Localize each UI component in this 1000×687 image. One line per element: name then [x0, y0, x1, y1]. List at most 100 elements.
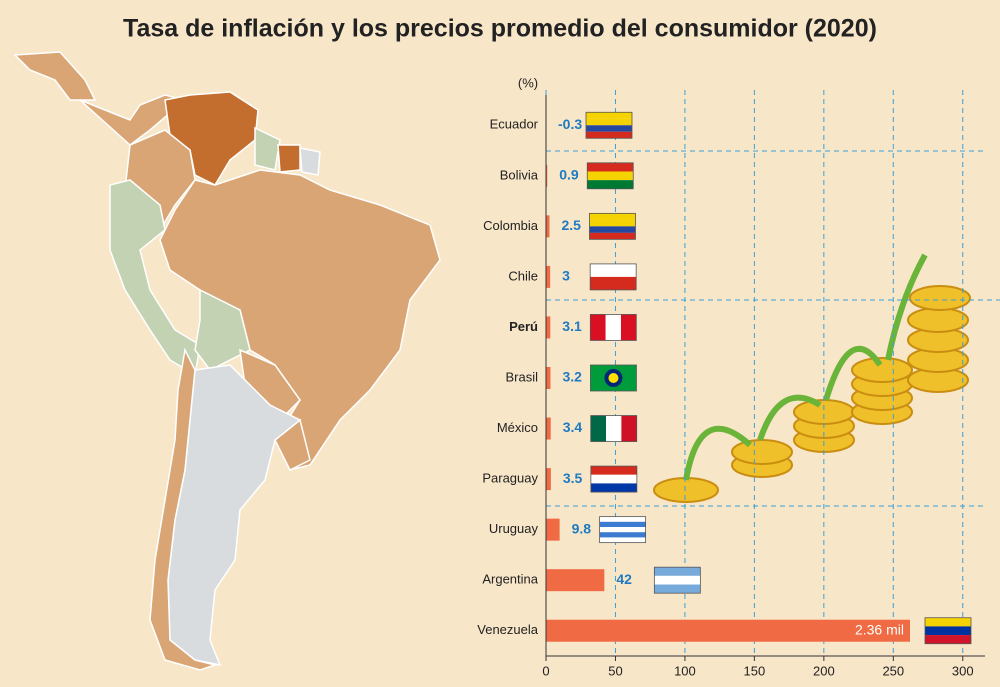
row-separators	[546, 150, 1000, 507]
value-label: 3.5	[563, 470, 583, 486]
flag-stripe	[586, 125, 632, 132]
flag-stripe	[586, 131, 632, 139]
flag-border	[589, 212, 636, 240]
flag-stripe	[586, 118, 632, 126]
flag-icon	[590, 415, 638, 442]
flag-stripe	[599, 527, 646, 533]
bar	[546, 316, 551, 339]
flag-stripe	[590, 483, 637, 493]
value-label: 3.4	[563, 419, 583, 435]
flag-stripe	[587, 171, 634, 181]
value-label: 2.5	[561, 217, 581, 233]
value-label: 42	[616, 571, 632, 587]
flag-stripe	[590, 263, 637, 277]
flag-stripe	[606, 415, 622, 442]
flag-stripe	[590, 314, 606, 341]
x-tick-label: 200	[813, 663, 835, 678]
chart-title: Tasa de inflación y los precios promedio…	[123, 15, 877, 43]
flag-stripe	[590, 474, 637, 484]
flag-stripe	[590, 276, 637, 290]
flag-stripe	[589, 213, 636, 220]
flag-stripe	[654, 584, 701, 594]
flag-border	[924, 617, 972, 645]
flag-border	[590, 415, 638, 442]
flag-stripe	[586, 112, 632, 119]
value-label: 3	[562, 268, 570, 284]
value-label: 3.1	[562, 318, 582, 334]
flag-icon	[924, 617, 972, 645]
y-tick-label: Uruguay	[489, 521, 539, 536]
flag-stripe	[599, 532, 646, 538]
y-tick-label: Bolivia	[500, 167, 539, 182]
flag-icon	[589, 314, 637, 341]
y-tick-label: Paraguay	[482, 471, 538, 486]
flag-stripe	[590, 415, 607, 442]
axis-label: (%)	[518, 75, 538, 90]
x-tick-label: 250	[882, 663, 904, 678]
y-tick-label: Brasil	[505, 369, 538, 384]
flag-icon	[590, 465, 638, 493]
x-tick-label: 0	[542, 663, 549, 678]
bar	[546, 265, 551, 288]
flag-border	[586, 162, 634, 190]
map	[13, 51, 441, 671]
flag-stripe	[589, 232, 636, 240]
flag-stripe	[587, 162, 634, 172]
flag-stripe	[605, 314, 621, 341]
flag-stripe	[587, 180, 634, 189]
bar	[546, 417, 551, 440]
flag-stripe	[599, 521, 646, 528]
bar	[546, 569, 605, 592]
flag-border	[590, 465, 638, 493]
x-tick-label: 300	[952, 663, 974, 678]
bar	[546, 164, 548, 187]
value-label: 2.36 mil	[855, 621, 904, 637]
flag-stripe	[925, 626, 971, 636]
flag-icon	[585, 111, 633, 139]
flag-icon	[589, 263, 637, 291]
bars	[545, 114, 910, 642]
y-tick-label: México	[497, 420, 538, 435]
flag-stripe	[925, 635, 971, 644]
flag-icon	[590, 364, 637, 392]
flag-border	[599, 516, 647, 544]
flag-icon	[589, 212, 636, 240]
bar	[546, 619, 910, 642]
flag-icon	[599, 516, 647, 544]
value-label: 9.8	[572, 520, 592, 536]
x-tick-label: 150	[744, 663, 766, 678]
y-tick-label: Ecuador	[490, 117, 539, 132]
flag-stripe	[621, 415, 637, 442]
flag-border	[589, 263, 637, 291]
y-tick-label: Perú	[509, 319, 538, 334]
flag-stripe	[589, 226, 636, 233]
flag-stripe	[590, 466, 637, 475]
value-label: 3.2	[562, 369, 582, 385]
value-label: 0.9	[559, 167, 579, 183]
flag-stripe	[589, 219, 636, 227]
flag-stripe	[654, 567, 701, 576]
bar	[546, 468, 551, 491]
y-tick-label: Argentina	[482, 572, 538, 587]
bar	[546, 215, 550, 238]
flag-border	[653, 566, 701, 594]
flag-stripe	[925, 617, 971, 627]
flag-icon	[586, 162, 634, 190]
x-tick-label: 50	[608, 663, 622, 678]
flag-stripe	[599, 516, 646, 522]
value-label: -0.3	[558, 116, 582, 132]
flag-emblem	[604, 369, 623, 387]
flag-border	[590, 364, 637, 392]
flag-icon	[653, 566, 701, 594]
y-tick-label: Colombia	[483, 218, 539, 233]
y-tick-label: Chile	[508, 268, 538, 283]
flag-stripe	[620, 314, 637, 341]
flag-border	[585, 111, 633, 139]
bar	[546, 518, 560, 541]
y-tick-label: Venezuela	[477, 622, 538, 637]
flag-border	[589, 314, 637, 341]
flag-stripe	[599, 537, 646, 543]
coins-illustration	[653, 253, 971, 503]
bar	[546, 367, 551, 389]
